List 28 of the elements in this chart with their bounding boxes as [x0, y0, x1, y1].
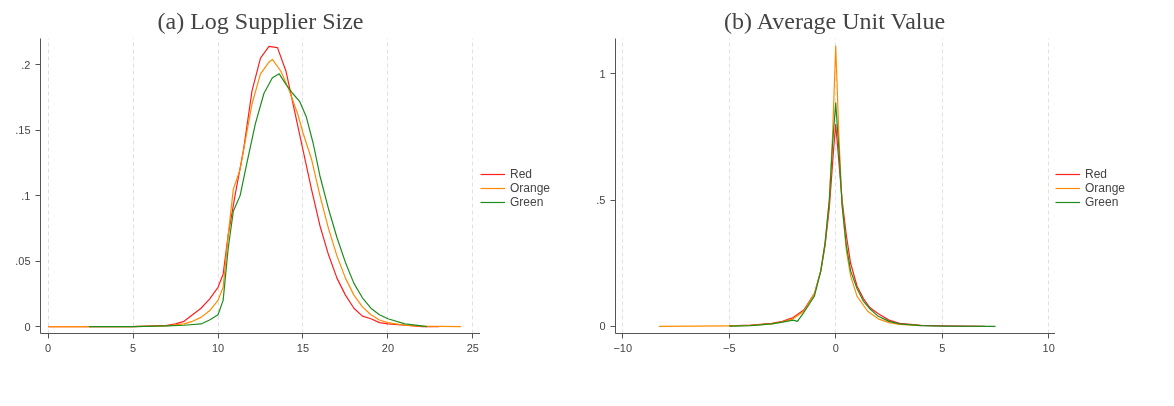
y-tick-label: .1: [21, 189, 31, 202]
x-tick-label: 20: [381, 341, 395, 354]
y-tick-label: 0: [24, 320, 31, 333]
x-tick-label: 5: [939, 341, 946, 354]
x-tick-label: 5: [130, 341, 137, 354]
legend-label: Green: [1085, 195, 1119, 209]
legend-label: Red: [510, 167, 533, 181]
legend-label: Orange: [510, 181, 551, 195]
legend-label: Green: [510, 195, 544, 209]
legend-label: Red: [1085, 167, 1108, 181]
x-tick-label: 10: [1042, 341, 1055, 354]
y-tick-label: 1: [599, 67, 606, 80]
y-tick-label: 0: [599, 320, 606, 333]
y-tick-label: .15: [15, 124, 31, 137]
x-tick-label: 25: [466, 341, 479, 354]
x-tick-label: 0: [45, 341, 52, 354]
x-tick-label: −10: [613, 341, 633, 354]
x-tick-label: 15: [296, 341, 310, 354]
chart-title: (a) Log Supplier Size: [157, 7, 364, 34]
legend-label: Orange: [1085, 181, 1126, 195]
x-tick-label: 0: [832, 341, 839, 354]
line-series: [88, 73, 428, 328]
chart-title: (b) Average Unit Value: [724, 7, 946, 34]
y-tick-label: .05: [15, 255, 31, 268]
x-tick-label: −5: [722, 341, 736, 354]
x-tick-label: 10: [211, 341, 225, 354]
y-tick-label: .5: [596, 194, 606, 207]
y-tick-label: .2: [21, 58, 31, 71]
